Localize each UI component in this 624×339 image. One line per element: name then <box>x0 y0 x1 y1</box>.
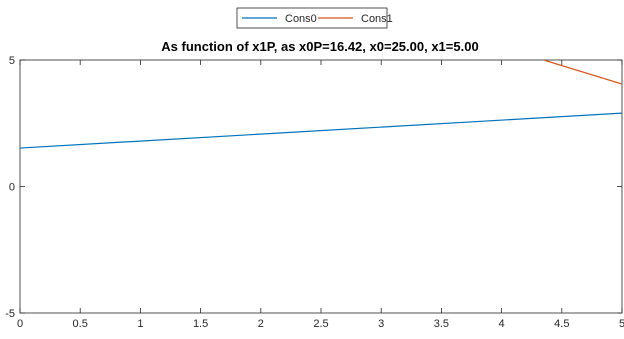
x-tick-label: 2.5 <box>313 318 328 330</box>
series-lines <box>20 60 622 149</box>
chart-title: As function of x1P, as x0P=16.42, x0=25.… <box>161 39 478 54</box>
legend-box <box>236 7 388 29</box>
x-tick-label: 5 <box>619 318 624 330</box>
x-tick-label: 3.5 <box>434 318 449 330</box>
legend-label-cons1: Cons1 <box>361 13 393 25</box>
x-tick-label: 4.5 <box>554 318 569 330</box>
axis-ticks <box>19 59 623 314</box>
y-tick-label: -5 <box>5 308 15 320</box>
series-line-cons1 <box>543 60 622 85</box>
x-tick-label: 4 <box>499 318 505 330</box>
x-tick-label: 1 <box>137 318 143 330</box>
x-tick-label: 0 <box>17 318 23 330</box>
y-tick-labels: -5 0 5 <box>5 55 15 320</box>
x-tick-label: 3 <box>378 318 384 330</box>
x-tick-labels: 0 0.5 1 1.5 2 2.5 3 3.5 4 4.5 5 <box>17 318 624 330</box>
y-tick-label: 0 <box>9 182 15 194</box>
y-tick-label: 5 <box>9 55 15 67</box>
series-line-cons0 <box>20 112 622 149</box>
plot-area <box>19 59 623 314</box>
x-tick-label: 0.5 <box>73 318 88 330</box>
x-tick-label: 2 <box>258 318 264 330</box>
legend-label-cons0: Cons0 <box>285 13 317 25</box>
legend: Cons0 Cons1 <box>236 7 393 29</box>
x-tick-label: 1.5 <box>193 318 208 330</box>
